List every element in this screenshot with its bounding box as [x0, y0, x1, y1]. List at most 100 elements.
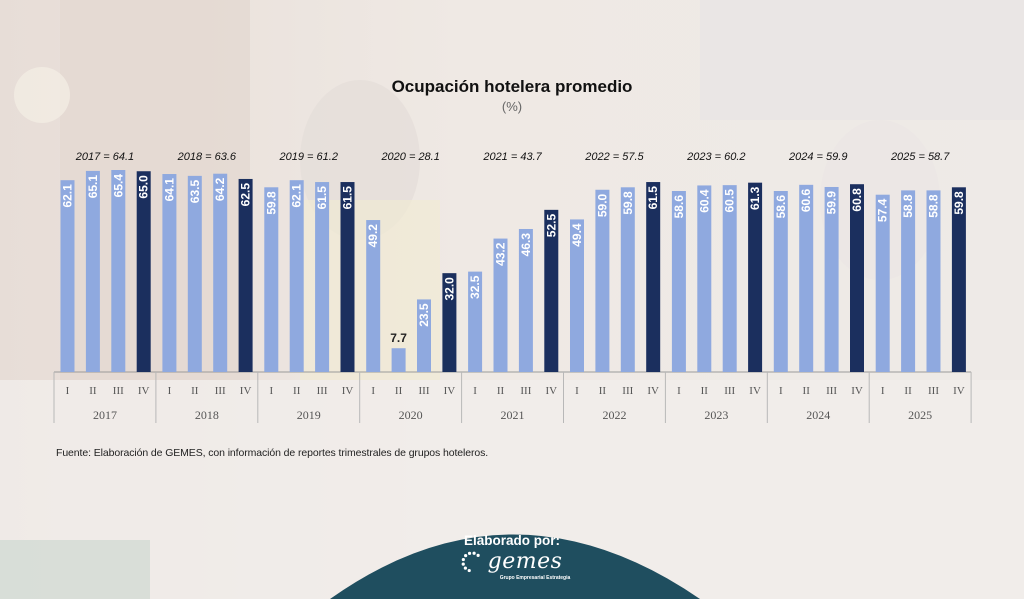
data-label: 43.2 [494, 242, 508, 266]
bar-2018-q4 [238, 178, 253, 372]
bar-2024-q3 [824, 186, 839, 372]
bar-2025-q2 [901, 190, 916, 372]
quarter-label: IV [240, 385, 252, 397]
bar-2022-q2 [595, 189, 610, 372]
bar-2020-q4 [442, 273, 457, 372]
quarter-label: IV [749, 385, 761, 397]
quarter-label: II [904, 385, 912, 397]
bar-2021-q4 [544, 209, 559, 372]
data-label: 65.4 [111, 174, 125, 198]
quarter-label: I [473, 385, 477, 397]
quarter-label: IV [647, 385, 659, 397]
data-label: 60.8 [850, 188, 864, 212]
logo-dot [476, 553, 480, 557]
data-label: 58.8 [901, 194, 915, 218]
data-label: 58.8 [927, 194, 941, 218]
annual-average-label: 2019 = 61.2 [279, 151, 338, 163]
bar-2023-q4 [748, 182, 763, 372]
chart-title: Ocupación hotelera promedio [391, 77, 633, 96]
data-label: 61.5 [341, 186, 355, 210]
gemes-logo-subtitle: Grupo Empresarial Estrategia [499, 575, 571, 581]
logo-dot [472, 551, 476, 555]
quarter-label: IV [444, 385, 456, 397]
year-label: 2018 [195, 408, 219, 422]
gemes-logo: gemes [487, 549, 563, 574]
chart-subtitle: (%) [501, 99, 523, 114]
logo-dot [461, 562, 465, 566]
data-label: 64.2 [213, 177, 227, 201]
data-label: 61.5 [315, 186, 329, 210]
quarter-label: II [599, 385, 607, 397]
year-label: 2019 [297, 408, 321, 422]
quarter-label: I [269, 385, 273, 397]
quarter-label: I [677, 385, 681, 397]
quarter-label: I [168, 385, 172, 397]
quarter-label: IV [851, 385, 863, 397]
bar-2022-q3 [620, 187, 635, 372]
data-label: 52.5 [544, 214, 558, 238]
bar-2021-q3 [518, 228, 533, 372]
quarter-label: IV [342, 385, 354, 397]
data-label: 59.8 [621, 191, 635, 215]
year-label: 2025 [908, 408, 932, 422]
bar-2023-q1 [671, 191, 686, 372]
data-label: 63.5 [188, 180, 202, 204]
data-label: 59.0 [595, 193, 609, 217]
source-note: Fuente: Elaboración de GEMES, con inform… [56, 447, 489, 459]
data-label: 32.5 [468, 275, 482, 299]
data-label: 62.1 [290, 184, 304, 208]
year-label: 2017 [93, 408, 117, 422]
bar-2018-q2 [187, 175, 202, 372]
bar-2017-q4 [136, 171, 151, 372]
bar-2017-q1 [60, 180, 75, 372]
bar-2020-q2 [391, 348, 406, 372]
bar-2020-q1 [366, 220, 381, 372]
data-label: 61.5 [646, 186, 660, 210]
year-label: 2024 [806, 408, 830, 422]
quarter-label: II [89, 385, 97, 397]
bar-2018-q1 [162, 174, 177, 372]
bar-2019-q3 [315, 182, 330, 372]
quarter-label: III [520, 385, 531, 397]
year-label: 2022 [602, 408, 626, 422]
quarter-label: III [724, 385, 735, 397]
quarter-label: II [803, 385, 811, 397]
annual-average-label: 2023 = 60.2 [686, 151, 745, 163]
quarter-label: III [622, 385, 633, 397]
annual-average-label: 2025 = 58.7 [890, 151, 950, 163]
logo-dot [464, 554, 468, 558]
quarter-label: III [419, 385, 430, 397]
data-label: 59.9 [825, 191, 839, 215]
bar-2022-q1 [570, 219, 584, 372]
quarter-label: III [113, 385, 124, 397]
quarter-label: IV [953, 385, 965, 397]
quarter-label: II [497, 385, 505, 397]
quarter-label: I [575, 385, 579, 397]
quarter-label: I [881, 385, 885, 397]
data-label: 32.0 [442, 277, 456, 301]
quarter-label: III [928, 385, 939, 397]
annual-average-label: 2020 = 28.1 [380, 151, 439, 163]
data-label: 60.5 [723, 189, 737, 213]
year-label: 2020 [399, 408, 423, 422]
annual-average-label: 2021 = 43.7 [482, 151, 542, 163]
annual-average-label: 2018 = 63.6 [177, 151, 237, 163]
data-label: 58.6 [672, 195, 686, 219]
quarter-label: II [395, 385, 403, 397]
quarter-label: III [826, 385, 837, 397]
data-label: 62.5 [239, 183, 253, 207]
data-label: 60.4 [697, 189, 711, 213]
data-label: 49.2 [366, 224, 380, 248]
logo-dot [467, 568, 471, 573]
bar-2021-q2 [493, 238, 508, 372]
bar-2020-q3 [417, 299, 431, 372]
data-label: 65.0 [137, 175, 151, 199]
data-label: 60.6 [799, 189, 813, 213]
logo-dot [461, 557, 465, 562]
data-label: 64.1 [162, 178, 176, 202]
bar-2024-q2 [799, 184, 814, 372]
quarter-label: II [191, 385, 199, 397]
quarter-label: II [293, 385, 301, 397]
annual-average-label: 2022 = 57.5 [584, 151, 644, 163]
bar-2023-q3 [722, 185, 737, 372]
